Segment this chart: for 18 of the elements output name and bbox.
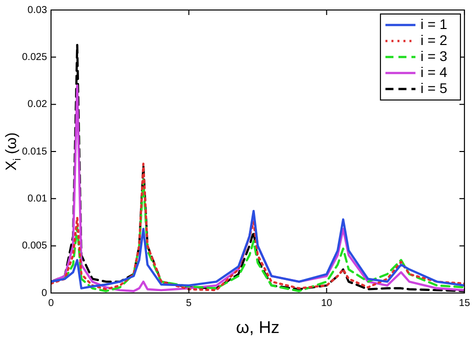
x-tick-label: 15 — [458, 298, 470, 309]
x-tick-label: 0 — [48, 298, 54, 309]
y-tick-label: 0.015 — [22, 146, 48, 158]
legend-label: i = 4 — [420, 64, 448, 80]
y-tick-label: 0.02 — [28, 99, 48, 110]
y-tick-label: 0.025 — [22, 52, 48, 63]
x-tick-label: 10 — [321, 298, 333, 309]
legend-label: i = 5 — [420, 80, 448, 96]
x-tick-label: 5 — [186, 298, 192, 309]
y-tick-label: 0.03 — [28, 4, 48, 16]
x-axis-title: ω, Hz — [236, 318, 280, 337]
y-axis-title: Xi (ω) — [3, 132, 24, 171]
legend-label: i = 2 — [420, 32, 448, 48]
y-tick-label: 0.01 — [28, 193, 48, 204]
legend-label: i = 3 — [420, 48, 448, 64]
legend-label: i = 1 — [420, 16, 448, 32]
y-tick-label: 0 — [41, 288, 48, 299]
y-tick-label: 0.005 — [22, 240, 48, 252]
